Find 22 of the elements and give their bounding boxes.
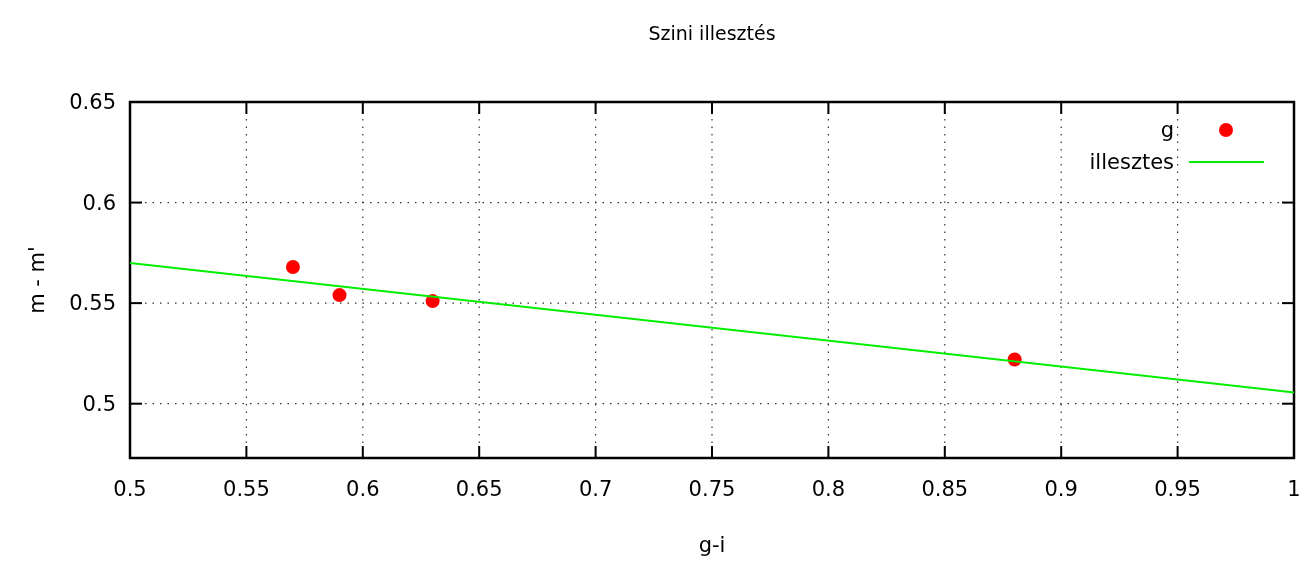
x-tick-label: 0.6	[346, 477, 380, 501]
x-tick-label: 0.75	[688, 477, 736, 501]
x-tick-label: 0.65	[455, 477, 503, 501]
y-tick-label: 0.5	[82, 392, 116, 417]
x-axis-title: g-i	[698, 533, 726, 557]
point	[332, 288, 347, 303]
x-tick-label: 0.85	[921, 477, 969, 501]
x-tick-label: 0.55	[223, 477, 270, 501]
x-tick-label: 0.8	[811, 477, 846, 501]
y-tick-label: 0.55	[69, 291, 116, 316]
y-tick-label: 0.6	[82, 190, 116, 215]
x-tick-label: 1	[1287, 477, 1301, 501]
y-axis-title: m - m'	[25, 246, 49, 314]
x-tick-label: 0.95	[1154, 477, 1201, 501]
legend-label: g	[1160, 118, 1174, 143]
x-tick-label: 0.5	[113, 477, 147, 501]
chart-title: Szini illesztés	[648, 22, 776, 44]
y-tick-label: 0.65	[69, 90, 116, 115]
legend-label: illesztes	[1089, 150, 1174, 175]
point	[285, 259, 300, 274]
x-tick-label: 0.9	[1044, 477, 1078, 501]
x-tick-label: 0.7	[578, 477, 613, 501]
